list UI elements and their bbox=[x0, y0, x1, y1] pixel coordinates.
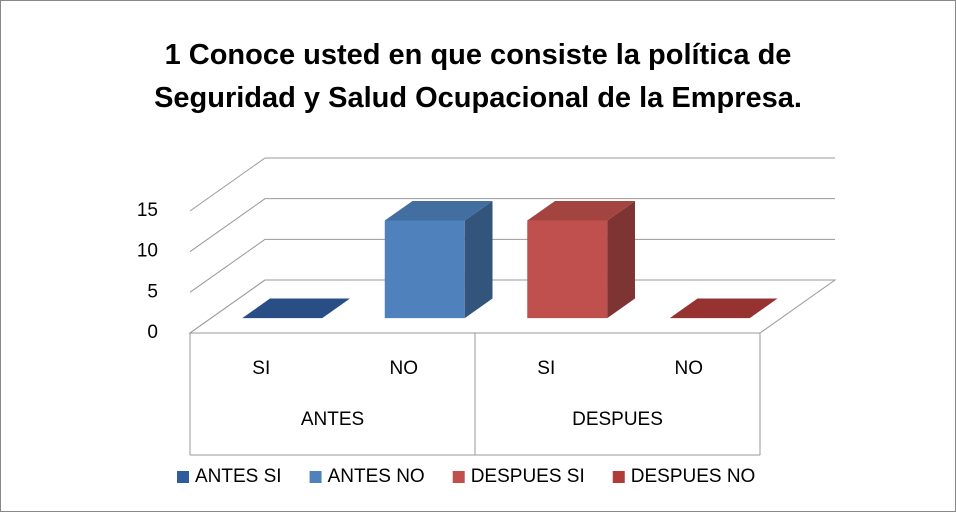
bar-front bbox=[527, 220, 608, 319]
legend-marker bbox=[309, 471, 322, 483]
bar-top bbox=[242, 298, 350, 319]
x-tick-label: SI bbox=[252, 358, 270, 379]
y-tick-label: 0 bbox=[147, 322, 158, 343]
bar bbox=[242, 298, 350, 319]
grid-line bbox=[189, 279, 835, 334]
bar bbox=[669, 298, 778, 319]
legend-label: ANTES NO bbox=[328, 466, 425, 487]
group-label: DESPUES bbox=[572, 409, 663, 430]
y-tick-label: 15 bbox=[137, 200, 158, 221]
legend-label: ANTES SI bbox=[195, 466, 282, 487]
y-tick-label: 10 bbox=[137, 241, 158, 262]
bar-front bbox=[384, 220, 465, 319]
x-tick-label: NO bbox=[675, 358, 704, 379]
legend-marker bbox=[452, 471, 465, 483]
bar bbox=[527, 200, 635, 319]
bar-top bbox=[669, 298, 778, 319]
bar-top bbox=[527, 200, 635, 221]
legend-label: DESPUES NO bbox=[631, 466, 756, 487]
grid-line bbox=[189, 198, 835, 253]
x-tick-label: SI bbox=[537, 358, 555, 379]
grid-line bbox=[189, 157, 835, 212]
y-tick-label: 5 bbox=[147, 281, 158, 302]
chart-title: 1 Conoce usted en que consiste la políti… bbox=[154, 39, 802, 114]
legend-marker bbox=[612, 471, 625, 483]
x-tick-label: NO bbox=[390, 358, 419, 379]
group-label: ANTES bbox=[301, 409, 364, 430]
bar-top bbox=[384, 200, 493, 221]
bar-side bbox=[464, 200, 493, 319]
bar-side bbox=[607, 200, 635, 319]
bar bbox=[384, 200, 493, 319]
legend-label: DESPUES SI bbox=[471, 466, 585, 487]
grid-line bbox=[189, 238, 835, 293]
legend-marker bbox=[177, 471, 189, 483]
